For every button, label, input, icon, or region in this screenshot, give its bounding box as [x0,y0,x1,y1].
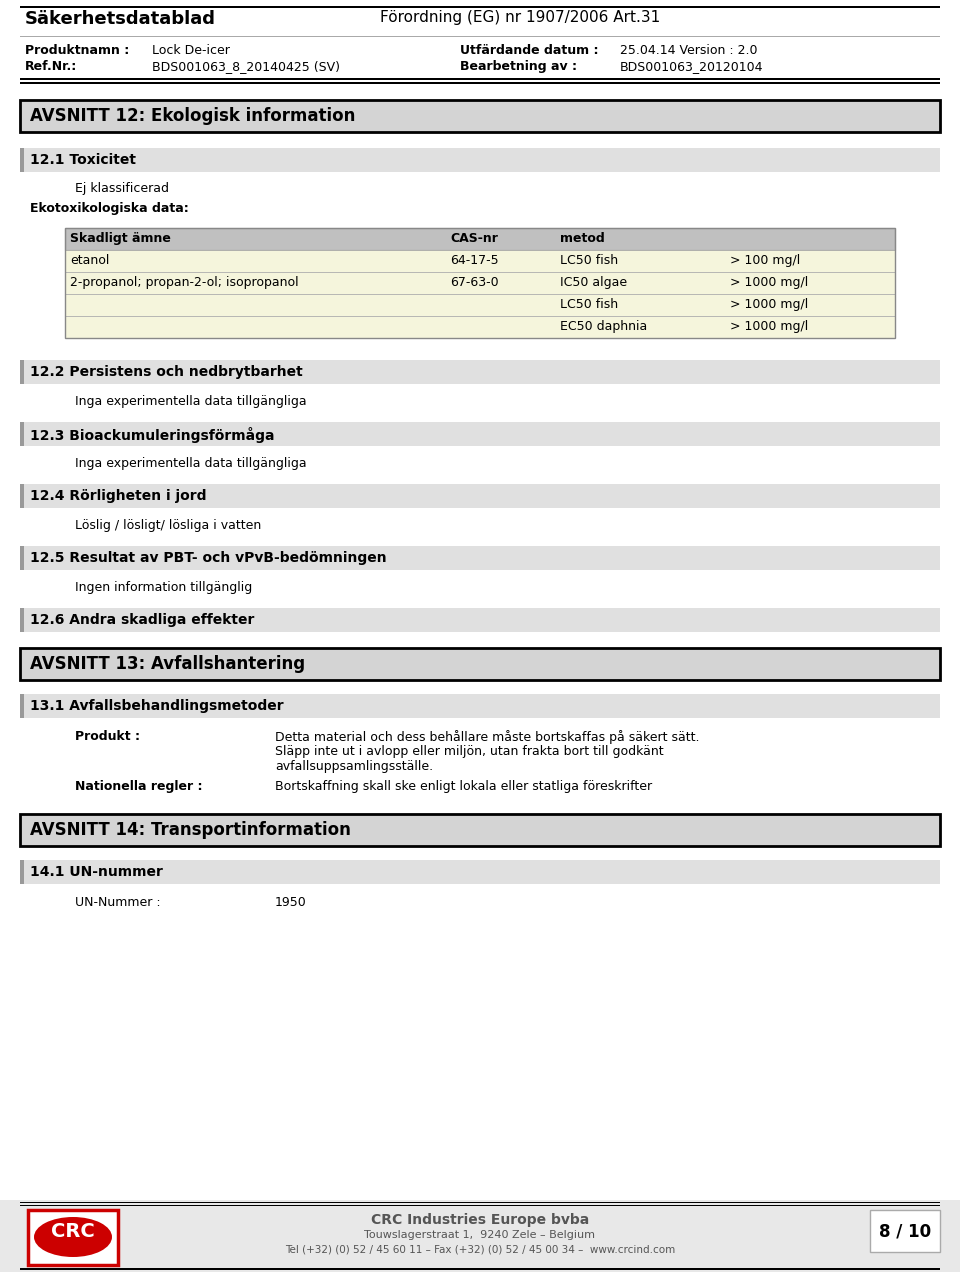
Bar [20,485,24,508]
Text: AVSNITT 12: Ekologisk information: AVSNITT 12: Ekologisk information [30,107,355,125]
Text: 64-17-5: 64-17-5 [450,254,498,267]
Bar [20,78,940,80]
Text: Produktnamn :: Produktnamn : [25,45,130,57]
Text: 12.2 Persistens och nedbrytbarhet: 12.2 Persistens och nedbrytbarhet [30,365,302,379]
Text: BDS001063_8_20140425 (SV): BDS001063_8_20140425 (SV) [152,60,340,73]
Text: Touwslagerstraat 1,  9240 Zele – Belgium: Touwslagerstraat 1, 9240 Zele – Belgium [365,1230,595,1240]
Bar [20,360,24,384]
Bar [20,860,940,884]
Bar [20,360,940,384]
Bar [20,814,940,846]
Text: CAS-nr: CAS-nr [450,232,498,245]
Text: avfallsuppsamlingsställe.: avfallsuppsamlingsställe. [275,759,433,773]
Text: Bearbetning av :: Bearbetning av : [460,60,577,73]
Bar [20,148,940,172]
Bar [65,251,895,272]
Bar [65,228,895,338]
Text: Lock De-icer: Lock De-icer [152,45,229,57]
Bar [65,272,895,294]
Text: 1950: 1950 [275,895,307,909]
Bar [20,422,940,446]
Text: Bortskaffning skall ske enligt lokala eller statliga föreskrifter: Bortskaffning skall ske enligt lokala el… [275,780,652,792]
Text: Inga experimentella data tillgängliga: Inga experimentella data tillgängliga [75,457,306,469]
Text: Förordning (EG) nr 1907/2006 Art.31: Förordning (EG) nr 1907/2006 Art.31 [380,10,660,25]
Text: 2-propanol; propan-2-ol; isopropanol: 2-propanol; propan-2-ol; isopropanol [70,276,299,289]
Bar [20,148,24,172]
Bar [65,294,895,315]
Bar [20,860,24,884]
Text: EC50 daphnia: EC50 daphnia [560,321,647,333]
Bar [20,608,940,632]
Bar [20,422,24,446]
Text: metod: metod [560,232,605,245]
Text: > 1000 mg/l: > 1000 mg/l [730,298,808,310]
Bar [20,546,940,570]
Text: etanol: etanol [70,254,109,267]
Bar [20,81,940,84]
Bar [20,695,940,717]
Text: 13.1 Avfallsbehandlingsmetoder: 13.1 Avfallsbehandlingsmetoder [30,700,283,714]
Text: 67-63-0: 67-63-0 [450,276,498,289]
Bar [20,647,940,681]
Bar [65,315,895,338]
Ellipse shape [34,1217,112,1257]
Text: CRC Industries Europe bvba: CRC Industries Europe bvba [371,1213,589,1227]
Text: AVSNITT 14: Transportinformation: AVSNITT 14: Transportinformation [30,820,350,840]
Bar [20,1268,940,1269]
Text: Inga experimentella data tillgängliga: Inga experimentella data tillgängliga [75,396,306,408]
Text: Utfärdande datum :: Utfärdande datum : [460,45,598,57]
Text: Säkerhetsdatablad: Säkerhetsdatablad [25,10,216,28]
Text: LC50 fish: LC50 fish [560,254,618,267]
Text: 12.5 Resultat av PBT- och vPvB-bedömningen: 12.5 Resultat av PBT- och vPvB-bedömning… [30,551,387,565]
Text: Släpp inte ut i avlopp eller miljön, utan frakta bort till godkänt: Släpp inte ut i avlopp eller miljön, uta… [275,745,663,758]
Text: 14.1 UN-nummer: 14.1 UN-nummer [30,865,163,879]
Text: Ekotoxikologiska data:: Ekotoxikologiska data: [30,202,189,215]
Text: Detta material och dess behållare måste bortskaffas på säkert sätt.: Detta material och dess behållare måste … [275,730,700,744]
Text: CRC: CRC [51,1222,95,1241]
Bar [28,1210,118,1264]
Text: 8 / 10: 8 / 10 [879,1222,931,1240]
Text: BDS001063_20120104: BDS001063_20120104 [620,60,763,73]
Text: Ingen information tillgänglig: Ingen information tillgänglig [75,581,252,594]
Bar [20,695,24,717]
Text: Skadligt ämne: Skadligt ämne [70,232,171,245]
Text: 12.1 Toxicitet: 12.1 Toxicitet [30,153,136,167]
Text: Löslig / lösligt/ lösliga i vatten: Löslig / lösligt/ lösliga i vatten [75,519,261,532]
Text: Ej klassificerad: Ej klassificerad [75,182,169,195]
Text: > 1000 mg/l: > 1000 mg/l [730,321,808,333]
Text: > 100 mg/l: > 100 mg/l [730,254,801,267]
Text: UN-Nummer :: UN-Nummer : [75,895,160,909]
Bar [20,546,24,570]
Bar [20,608,24,632]
Text: Ref.Nr.:: Ref.Nr.: [25,60,77,73]
Bar [20,100,940,132]
Bar [65,228,895,251]
Text: AVSNITT 13: Avfallshantering: AVSNITT 13: Avfallshantering [30,655,305,673]
Bar [870,1210,940,1252]
Text: Tel (+32) (0) 52 / 45 60 11 – Fax (+32) (0) 52 / 45 00 34 –  www.crcind.com: Tel (+32) (0) 52 / 45 60 11 – Fax (+32) … [285,1244,675,1254]
Bar [20,485,940,508]
Bar [0,1199,960,1272]
Text: 12.4 Rörligheten i jord: 12.4 Rörligheten i jord [30,488,206,502]
Text: Nationella regler :: Nationella regler : [75,780,203,792]
Text: Produkt :: Produkt : [75,730,140,743]
Text: 25.04.14 Version : 2.0: 25.04.14 Version : 2.0 [620,45,757,57]
Text: 12.6 Andra skadliga effekter: 12.6 Andra skadliga effekter [30,613,254,627]
Text: > 1000 mg/l: > 1000 mg/l [730,276,808,289]
Bar [20,6,940,8]
Text: LC50 fish: LC50 fish [560,298,618,310]
Text: 12.3 Bioackumuleringsförmåga: 12.3 Bioackumuleringsförmåga [30,427,275,443]
Text: IC50 algae: IC50 algae [560,276,627,289]
